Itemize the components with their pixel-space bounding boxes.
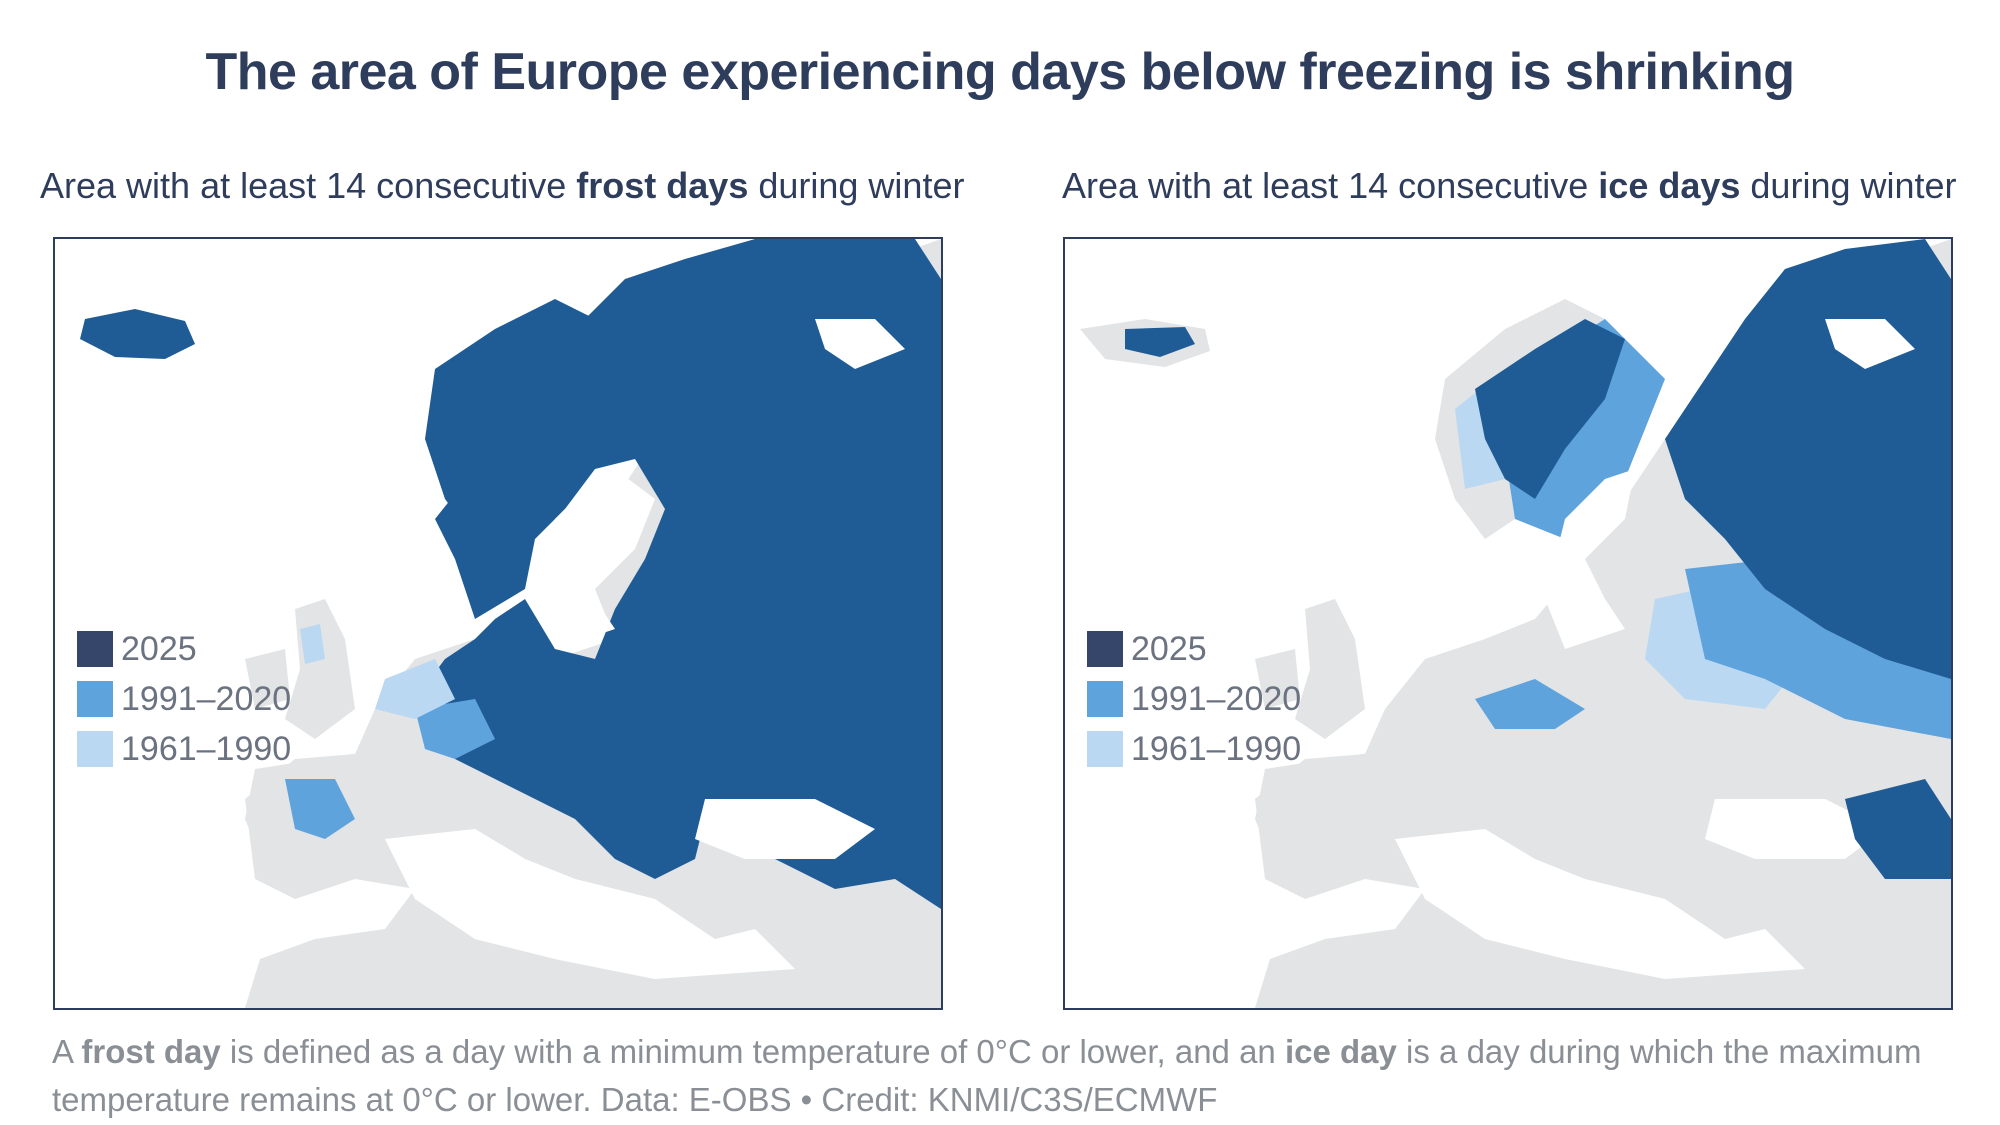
frost-west-old: [375, 659, 455, 719]
ice-white-sea: [1825, 319, 1915, 369]
ice-map-svg: [1080, 239, 1951, 1008]
ice-caucasus-2025: [1845, 779, 1951, 879]
footnote: A frost day is defined as a day with a m…: [52, 1028, 1952, 1124]
frost-central-mid: [415, 699, 495, 759]
legend: 2025 1991–2020 1961–1990: [77, 624, 291, 774]
frost-black-sea: [695, 799, 875, 859]
legend-swatch-2025: [1087, 631, 1123, 667]
footnote-bold-frost: frost day: [81, 1033, 221, 1070]
legend-swatch-1961-1990: [77, 731, 113, 767]
legend-label: 1991–2020: [121, 679, 292, 718]
sea-mediterranean: [1395, 829, 1805, 979]
legend-label: 2025: [121, 629, 197, 668]
ice-iceland-2025: [1125, 327, 1195, 357]
ice-subtitle-bold: ice days: [1598, 165, 1741, 206]
footnote-part: is defined as a day with a minimum tempe…: [220, 1033, 1285, 1070]
frost-map-svg: [80, 239, 941, 1008]
sea-layer: [1395, 799, 1885, 979]
frost-baltic-sea: [535, 469, 625, 649]
frost-britain-old: [300, 624, 325, 664]
chart-title: The area of Europe experiencing days bel…: [205, 43, 1795, 101]
ice-subtitle-pre: Area with at least 14 consecutive: [1062, 165, 1599, 206]
sea-black: [1705, 799, 1885, 859]
legend: 2025 1991–2020 1961–1990: [1087, 624, 1301, 774]
legend-label: 2025: [1131, 629, 1207, 668]
ice-days-map[interactable]: 2025 1991–2020 1961–1990: [1063, 237, 1953, 1010]
legend-item-1991-2020: 1991–2020: [1087, 674, 1301, 724]
frost-area-1961-1990: [300, 624, 455, 719]
frost-subtitle-post: during winter: [748, 165, 965, 206]
land-iberia: [1255, 749, 1410, 879]
legend-label: 1961–1990: [121, 729, 292, 768]
land-britain: [1295, 599, 1365, 739]
ice-subtitle-post: during winter: [1740, 165, 1957, 206]
footnote-part: A: [52, 1033, 82, 1070]
ice-days-subtitle: Area with at least 14 consecutive ice da…: [1062, 165, 1957, 207]
land-britain: [285, 599, 355, 739]
footnote-part: is a day during which the maximum temper…: [52, 1033, 1922, 1118]
legend-swatch-2025: [77, 631, 113, 667]
frost-med-sea: [385, 829, 695, 979]
legend-item-1961-1990: 1961–1990: [77, 724, 291, 774]
frost-iceland: [80, 309, 195, 359]
frost-white-sea: [815, 319, 905, 369]
footnote-bold-ice: ice day: [1284, 1033, 1397, 1070]
frost-area-1991-2020: [285, 699, 495, 839]
legend-item-1961-1990: 1961–1990: [1087, 724, 1301, 774]
legend-swatch-1991-2020: [1087, 681, 1123, 717]
land-ireland: [1255, 649, 1300, 709]
frost-subtitle-bold: frost days: [576, 165, 749, 206]
legend-item-1991-2020: 1991–2020: [77, 674, 291, 724]
frost-scandinavia: [425, 299, 595, 539]
legend-item-2025: 2025: [77, 624, 291, 674]
frost-days-map[interactable]: 2025 1991–2020 1961–1990: [53, 237, 943, 1010]
legend-label: 1991–2020: [1131, 679, 1302, 718]
frost-iberia-mid: [285, 779, 355, 839]
ice-baltic-sea: [1545, 469, 1635, 649]
legend-item-2025: 2025: [1087, 624, 1301, 674]
frost-subtitle-pre: Area with at least 14 consecutive: [40, 165, 577, 206]
frost-area-2025: [80, 239, 941, 909]
frost-days-subtitle: Area with at least 14 consecutive frost …: [40, 165, 964, 207]
legend-swatch-1991-2020: [77, 681, 113, 717]
ice-carpathians-mid: [1475, 679, 1585, 729]
ice-scandinavia-2025: [1475, 319, 1625, 499]
land-ireland: [245, 649, 290, 709]
legend-label: 1961–1990: [1131, 729, 1302, 768]
legend-swatch-1961-1990: [1087, 731, 1123, 767]
